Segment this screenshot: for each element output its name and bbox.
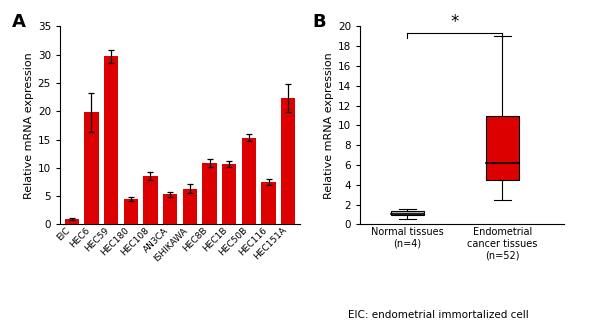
Y-axis label: Relative mRNA expression: Relative mRNA expression bbox=[23, 52, 34, 199]
Bar bbox=[391, 211, 424, 215]
Bar bbox=[486, 115, 519, 180]
Text: B: B bbox=[312, 13, 326, 31]
Bar bbox=[104, 56, 118, 224]
Bar bbox=[85, 113, 98, 224]
Bar bbox=[222, 164, 236, 224]
Text: A: A bbox=[12, 13, 26, 31]
Bar bbox=[143, 176, 158, 224]
Y-axis label: Relative mRNA expression: Relative mRNA expression bbox=[323, 52, 334, 199]
Bar bbox=[124, 199, 138, 224]
Bar bbox=[183, 189, 197, 224]
Text: EIC: endometrial immortalized cell: EIC: endometrial immortalized cell bbox=[348, 310, 529, 320]
Bar bbox=[163, 194, 177, 224]
Bar bbox=[262, 182, 275, 224]
Bar bbox=[242, 138, 256, 224]
Bar bbox=[281, 98, 295, 224]
Bar bbox=[65, 219, 79, 224]
Bar bbox=[202, 163, 217, 224]
Text: *: * bbox=[451, 13, 459, 31]
